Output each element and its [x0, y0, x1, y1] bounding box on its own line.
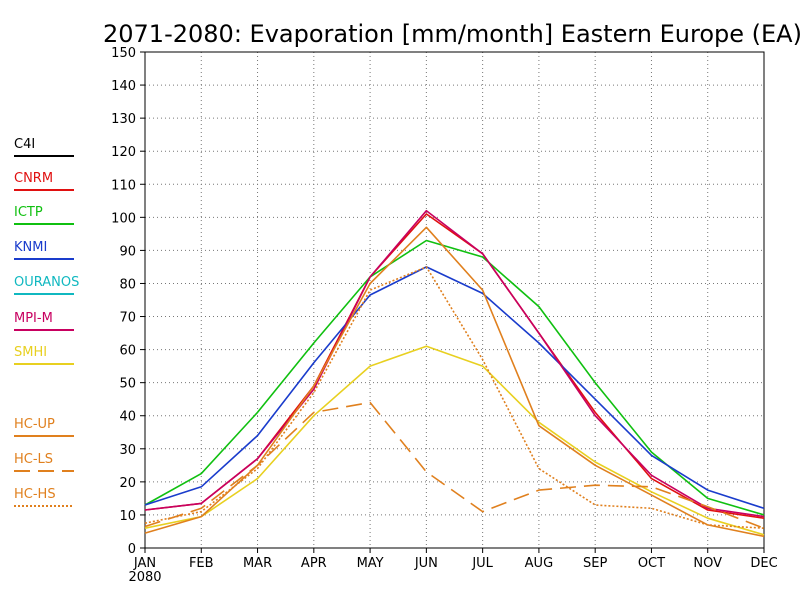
series-line-ictp	[144, 239, 765, 516]
legend-item-smhi: SMHI	[14, 345, 74, 365]
legend-item-hc-hs: HC-HS	[14, 487, 74, 507]
y-tick-label: 90	[119, 244, 136, 259]
y-tick-label: 30	[119, 443, 136, 458]
x-tick-label: NOV	[693, 556, 722, 571]
x-tick-label: OCT	[638, 556, 665, 571]
x-tick-label: SEP	[583, 556, 607, 571]
y-tick-label: 100	[111, 211, 136, 226]
y-tick-label: 120	[111, 145, 136, 160]
x-tick-label: DEC	[750, 556, 777, 571]
x-tick-label: JAN	[133, 556, 156, 571]
legend-label: ICTP	[14, 205, 43, 220]
x-tick-label: MAR	[243, 556, 272, 571]
legend-label: HC-LS	[14, 452, 53, 467]
legend-item-c4i: C4I	[14, 137, 74, 157]
x-tick-label: APR	[301, 556, 327, 571]
legend-item-knmi: KNMI	[14, 240, 74, 260]
legend-item-mpi-m: MPI-M	[14, 311, 74, 331]
legend-label: C4I	[14, 137, 35, 152]
legend-label: SMHI	[14, 345, 47, 360]
legend-item-ictp: ICTP	[14, 205, 74, 225]
x-tick-label: FEB	[189, 556, 214, 571]
legend-label: OURANOS	[14, 275, 79, 290]
series-line-hc-ls	[144, 401, 765, 529]
legend-item-hc-up: HC-UP	[14, 417, 74, 437]
y-tick-label: 130	[111, 112, 136, 127]
y-tick-label: 150	[111, 46, 136, 61]
y-tick-label: 60	[119, 344, 136, 359]
y-tick-label: 10	[119, 509, 136, 524]
series-lines	[144, 209, 765, 538]
x-tick-label: JUN	[414, 556, 438, 571]
y-tick-label: 20	[119, 476, 136, 491]
legend-label: CNRM	[14, 171, 53, 186]
y-tick-label: 40	[119, 410, 136, 425]
legend-label: KNMI	[14, 240, 47, 255]
y-tick-label: 0	[128, 542, 136, 557]
series-line-smhi	[144, 345, 765, 536]
legend-item-hc-ls: HC-LS	[14, 452, 74, 472]
x-tick-label: JUL	[471, 556, 493, 571]
y-tick-label: 110	[111, 178, 136, 193]
x-tick-label: AUG	[525, 556, 553, 571]
grid-lines	[145, 52, 764, 548]
y-axis: 0 10 20 30 40 50 60 70 80 90 100 110 120 130 140 150	[111, 46, 145, 557]
legend-label: MPI-M	[14, 311, 53, 326]
legend-item-cnrm: CNRM	[14, 171, 74, 191]
legend-label: HC-HS	[14, 487, 56, 502]
plot-frame	[144, 51, 765, 549]
chart-title: 2071-2080: Evaporation [mm/month] Easter…	[103, 20, 800, 48]
y-tick-label: 80	[119, 277, 136, 292]
y-tick-label: 70	[119, 311, 136, 326]
y-tick-label: 140	[111, 79, 136, 94]
series-line-mpi-m	[144, 209, 765, 518]
legend: C4I CNRM ICTP KNMI OURANOS MPI-M SMHI HC-UP HC-L…	[14, 137, 79, 507]
series-line-knmi	[144, 266, 765, 510]
y-tick-label: 50	[119, 377, 136, 392]
series-line-hc-up	[144, 226, 765, 538]
x-axis: JAN FEB MAR APR MAY JUN JUL AUG SEP OCT NOV DEC 2080	[128, 548, 778, 585]
legend-item-ouranos: OURANOS	[14, 275, 79, 295]
x-tick-label: MAY	[357, 556, 384, 571]
series-line-hc-hs	[144, 266, 765, 529]
legend-label: HC-UP	[14, 417, 55, 432]
x-tick-sublabel: 2080	[128, 570, 161, 585]
